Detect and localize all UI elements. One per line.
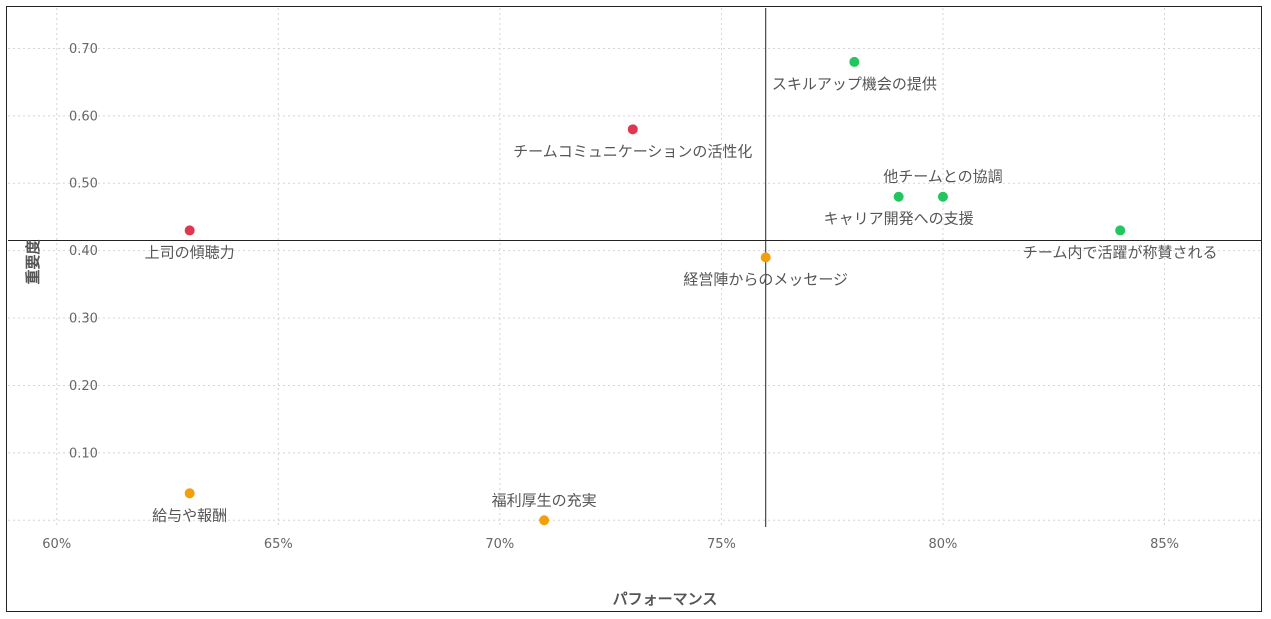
x-tick-label: 65% xyxy=(264,537,293,552)
point-label: 給与や報酬 xyxy=(152,506,227,524)
point-label: チーム内で活躍が称賛される xyxy=(1023,243,1218,261)
data-point xyxy=(184,225,195,236)
x-tick-label: 85% xyxy=(1150,537,1179,552)
data-point xyxy=(937,191,948,202)
x-tick-label: 75% xyxy=(707,537,736,552)
point-label: 他チームとの協調 xyxy=(883,168,1002,186)
data-point xyxy=(184,488,195,499)
point-label: 上司の傾聴力 xyxy=(145,243,235,261)
data-points: スキルアップ機会の提供チームコミュニケーションの活性化他チームとの協調キャリア開… xyxy=(145,56,1218,526)
reference-lines xyxy=(8,8,1262,527)
point-label: 福利厚生の充実 xyxy=(492,491,597,509)
data-point xyxy=(760,252,771,263)
data-point xyxy=(849,56,860,67)
y-tick-label: 0.40 xyxy=(69,244,98,259)
grid xyxy=(8,8,1262,527)
data-point xyxy=(1115,225,1126,236)
data-point xyxy=(627,124,638,135)
axis-ticks: 60% 65% 70% 75% 80% 85% 0.10 0.20 0.30 0.40 0.50 0.… xyxy=(42,42,1179,552)
x-axis-title: パフォーマンス xyxy=(613,590,718,608)
x-tick-label: 60% xyxy=(42,537,71,552)
point-label: キャリア開発への支援 xyxy=(824,210,974,228)
y-tick-label: 0.30 xyxy=(69,312,98,327)
y-tick-label: 0.60 xyxy=(69,109,98,124)
point-label: スキルアップ機会の提供 xyxy=(772,75,937,93)
point-label: チームコミュニケーションの活性化 xyxy=(513,142,752,160)
data-point xyxy=(539,515,550,526)
y-tick-label: 0.10 xyxy=(69,446,98,461)
y-tick-label: 0.70 xyxy=(69,42,98,57)
y-tick-label: 0.20 xyxy=(69,379,98,394)
x-tick-label: 70% xyxy=(485,537,514,552)
point-label: 経営陣からのメッセージ xyxy=(683,270,848,288)
x-tick-label: 80% xyxy=(929,537,958,552)
y-axis-title: 重要度 xyxy=(24,239,42,285)
y-tick-label: 0.50 xyxy=(69,177,98,192)
chart-frame xyxy=(6,6,1262,612)
data-point xyxy=(893,191,904,202)
